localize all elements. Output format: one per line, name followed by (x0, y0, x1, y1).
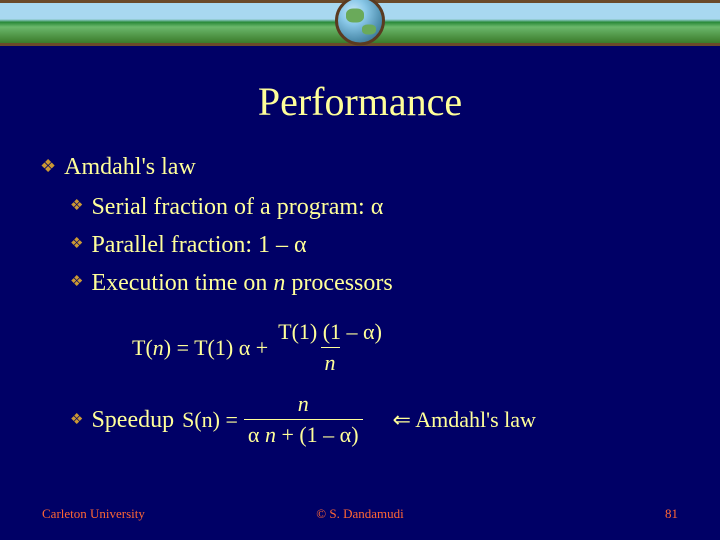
fraction: T(1) (1 – α) n (274, 319, 386, 377)
bullet-level2: ❖ Execution time on n processors (70, 265, 680, 301)
diamond-icon: ❖ (70, 227, 83, 261)
slide-content: ❖ Amdahl's law ❖ Serial fraction of a pr… (0, 125, 720, 449)
speedup-bullet: ❖ Speedup S(n) = n α n + (1 – α) ⇐ Amdah… (70, 391, 680, 449)
fraction: n α n + (1 – α) (244, 391, 363, 449)
diamond-icon: ❖ (70, 394, 83, 446)
slide-footer: Carleton University © S. Dandamudi 81 (0, 506, 720, 522)
slide-title: Performance (0, 78, 720, 125)
bullet-text: Amdahl's law (64, 149, 196, 185)
footer-right: 81 (665, 506, 678, 522)
execution-time-formula: T(n) = T(1) α + T(1) (1 – α) n (132, 319, 680, 377)
bullet-level2: ❖ Parallel fraction: 1 – α (70, 227, 680, 263)
slide-header-banner (0, 0, 720, 46)
bullet-text: Execution time on n processors (91, 265, 392, 301)
bullet-text: Parallel fraction: 1 – α (91, 227, 306, 263)
diamond-icon: ❖ (70, 189, 83, 223)
bullet-text: Serial fraction of a program: α (91, 189, 383, 225)
diamond-icon: ❖ (70, 265, 83, 299)
amdahls-law-arrow: ⇐ Amdahl's law (393, 403, 536, 436)
footer-center: © S. Dandamudi (316, 506, 404, 522)
footer-left: Carleton University (42, 506, 145, 522)
speedup-label: Speedup (91, 402, 174, 438)
bullet-level1: ❖ Amdahl's law (40, 149, 680, 185)
bullet-level2: ❖ Serial fraction of a program: α (70, 189, 680, 225)
globe-icon (335, 0, 385, 46)
diamond-icon: ❖ (40, 149, 56, 183)
speedup-formula: S(n) = n α n + (1 – α) (182, 391, 368, 449)
